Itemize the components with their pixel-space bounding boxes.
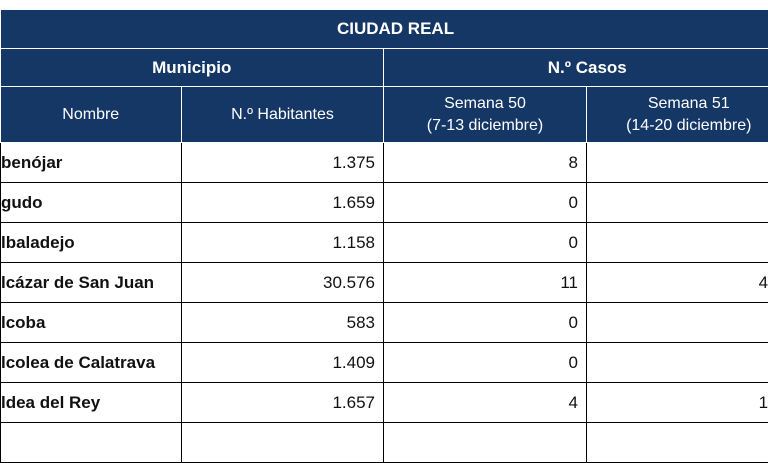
cell-semana-51: 4 — [587, 263, 768, 303]
cell-nombre: benójar — [1, 143, 182, 183]
cell-nombre: gudo — [1, 183, 182, 223]
cell-semana-50: 8 — [384, 143, 587, 183]
cell-semana-51 — [587, 343, 768, 383]
cell-habitantes: 1.158 — [182, 223, 384, 263]
cell-semana-50: 0 — [384, 343, 587, 383]
cell-nombre: lcázar de San Juan — [1, 263, 182, 303]
table-row — [1, 423, 768, 463]
semana-50-label: Semana 50 — [444, 95, 526, 112]
cell-semana-51: 1 — [587, 383, 768, 423]
cell-semana-50: 0 — [384, 183, 587, 223]
cell-semana-51 — [587, 223, 768, 263]
cell-habitantes: 1.375 — [182, 143, 384, 183]
table-row: lcoba 583 0 — [1, 303, 768, 343]
cell-semana-50: 4 — [384, 383, 587, 423]
table-row: ldea del Rey 1.657 4 1 — [1, 383, 768, 423]
cell-habitantes: 1.409 — [182, 343, 384, 383]
cases-table: CIUDAD REAL Municipio N.º Casos Nombre N… — [0, 10, 768, 463]
table-row: lcázar de San Juan 30.576 11 4 — [1, 263, 768, 303]
cell-habitantes — [182, 423, 384, 463]
title-row: CIUDAD REAL — [1, 10, 768, 49]
group-header-casos: N.º Casos — [384, 49, 768, 87]
cell-habitantes: 583 — [182, 303, 384, 343]
cell-nombre: lcoba — [1, 303, 182, 343]
semana-50-dates: (7-13 diciembre) — [427, 117, 543, 134]
semana-51-label: Semana 51 — [648, 95, 730, 112]
table-title: CIUDAD REAL — [1, 10, 768, 49]
cell-nombre — [1, 423, 182, 463]
table-row: gudo 1.659 0 — [1, 183, 768, 223]
cell-nombre: lcolea de Calatrava — [1, 343, 182, 383]
table-row: benójar 1.375 8 — [1, 143, 768, 183]
column-header-semana-51: Semana 51 (14-20 diciembre) — [587, 87, 768, 143]
semana-51-dates: (14-20 diciembre) — [626, 117, 751, 134]
column-header-semana-50: Semana 50 (7-13 diciembre) — [384, 87, 587, 143]
group-header-municipio: Municipio — [1, 49, 384, 87]
table-row: lcolea de Calatrava 1.409 0 — [1, 343, 768, 383]
cell-nombre: ldea del Rey — [1, 383, 182, 423]
cell-semana-50: 0 — [384, 223, 587, 263]
cell-semana-50: 0 — [384, 303, 587, 343]
group-header-row: Municipio N.º Casos — [1, 49, 768, 87]
cell-semana-51 — [587, 183, 768, 223]
cell-habitantes: 30.576 — [182, 263, 384, 303]
cell-semana-50 — [384, 423, 587, 463]
table-row: lbaladejo 1.158 0 — [1, 223, 768, 263]
column-header-habitantes: N.º Habitantes — [182, 87, 384, 143]
cell-habitantes: 1.657 — [182, 383, 384, 423]
cell-semana-51 — [587, 423, 768, 463]
column-header-row: Nombre N.º Habitantes Semana 50 (7-13 dic… — [1, 87, 768, 143]
cell-habitantes: 1.659 — [182, 183, 384, 223]
column-header-nombre: Nombre — [1, 87, 182, 143]
cell-nombre: lbaladejo — [1, 223, 182, 263]
cell-semana-51 — [587, 303, 768, 343]
cell-semana-50: 11 — [384, 263, 587, 303]
cell-semana-51 — [587, 143, 768, 183]
